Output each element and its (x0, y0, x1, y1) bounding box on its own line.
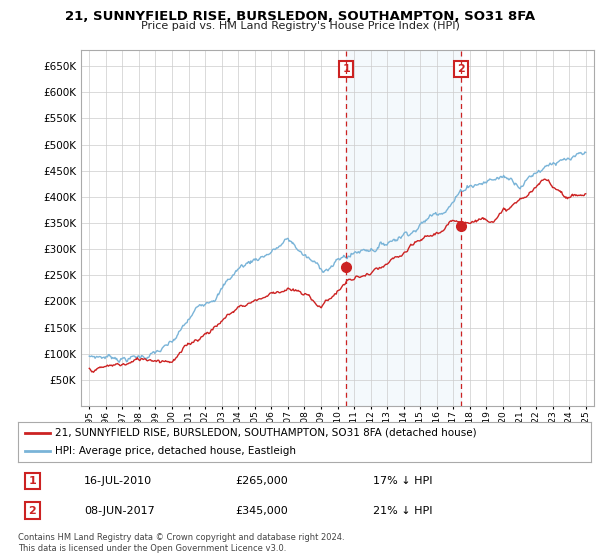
Text: Price paid vs. HM Land Registry's House Price Index (HPI): Price paid vs. HM Land Registry's House … (140, 21, 460, 31)
Text: Contains HM Land Registry data © Crown copyright and database right 2024.
This d: Contains HM Land Registry data © Crown c… (18, 533, 344, 553)
Text: 21, SUNNYFIELD RISE, BURSLEDON, SOUTHAMPTON, SO31 8FA (detached house): 21, SUNNYFIELD RISE, BURSLEDON, SOUTHAMP… (55, 428, 477, 437)
Text: 2: 2 (457, 64, 464, 74)
Text: £345,000: £345,000 (236, 506, 289, 516)
Text: 2: 2 (28, 506, 36, 516)
Text: 21% ↓ HPI: 21% ↓ HPI (373, 506, 433, 516)
Text: 16-JUL-2010: 16-JUL-2010 (84, 476, 152, 486)
Text: 1: 1 (343, 64, 350, 74)
Text: 1: 1 (28, 476, 36, 486)
Text: 17% ↓ HPI: 17% ↓ HPI (373, 476, 433, 486)
Text: 08-JUN-2017: 08-JUN-2017 (84, 506, 155, 516)
Text: HPI: Average price, detached house, Eastleigh: HPI: Average price, detached house, East… (55, 446, 296, 456)
Text: 21, SUNNYFIELD RISE, BURSLEDON, SOUTHAMPTON, SO31 8FA: 21, SUNNYFIELD RISE, BURSLEDON, SOUTHAMP… (65, 10, 535, 23)
Text: £265,000: £265,000 (236, 476, 289, 486)
Bar (346, 50, 461, 406)
